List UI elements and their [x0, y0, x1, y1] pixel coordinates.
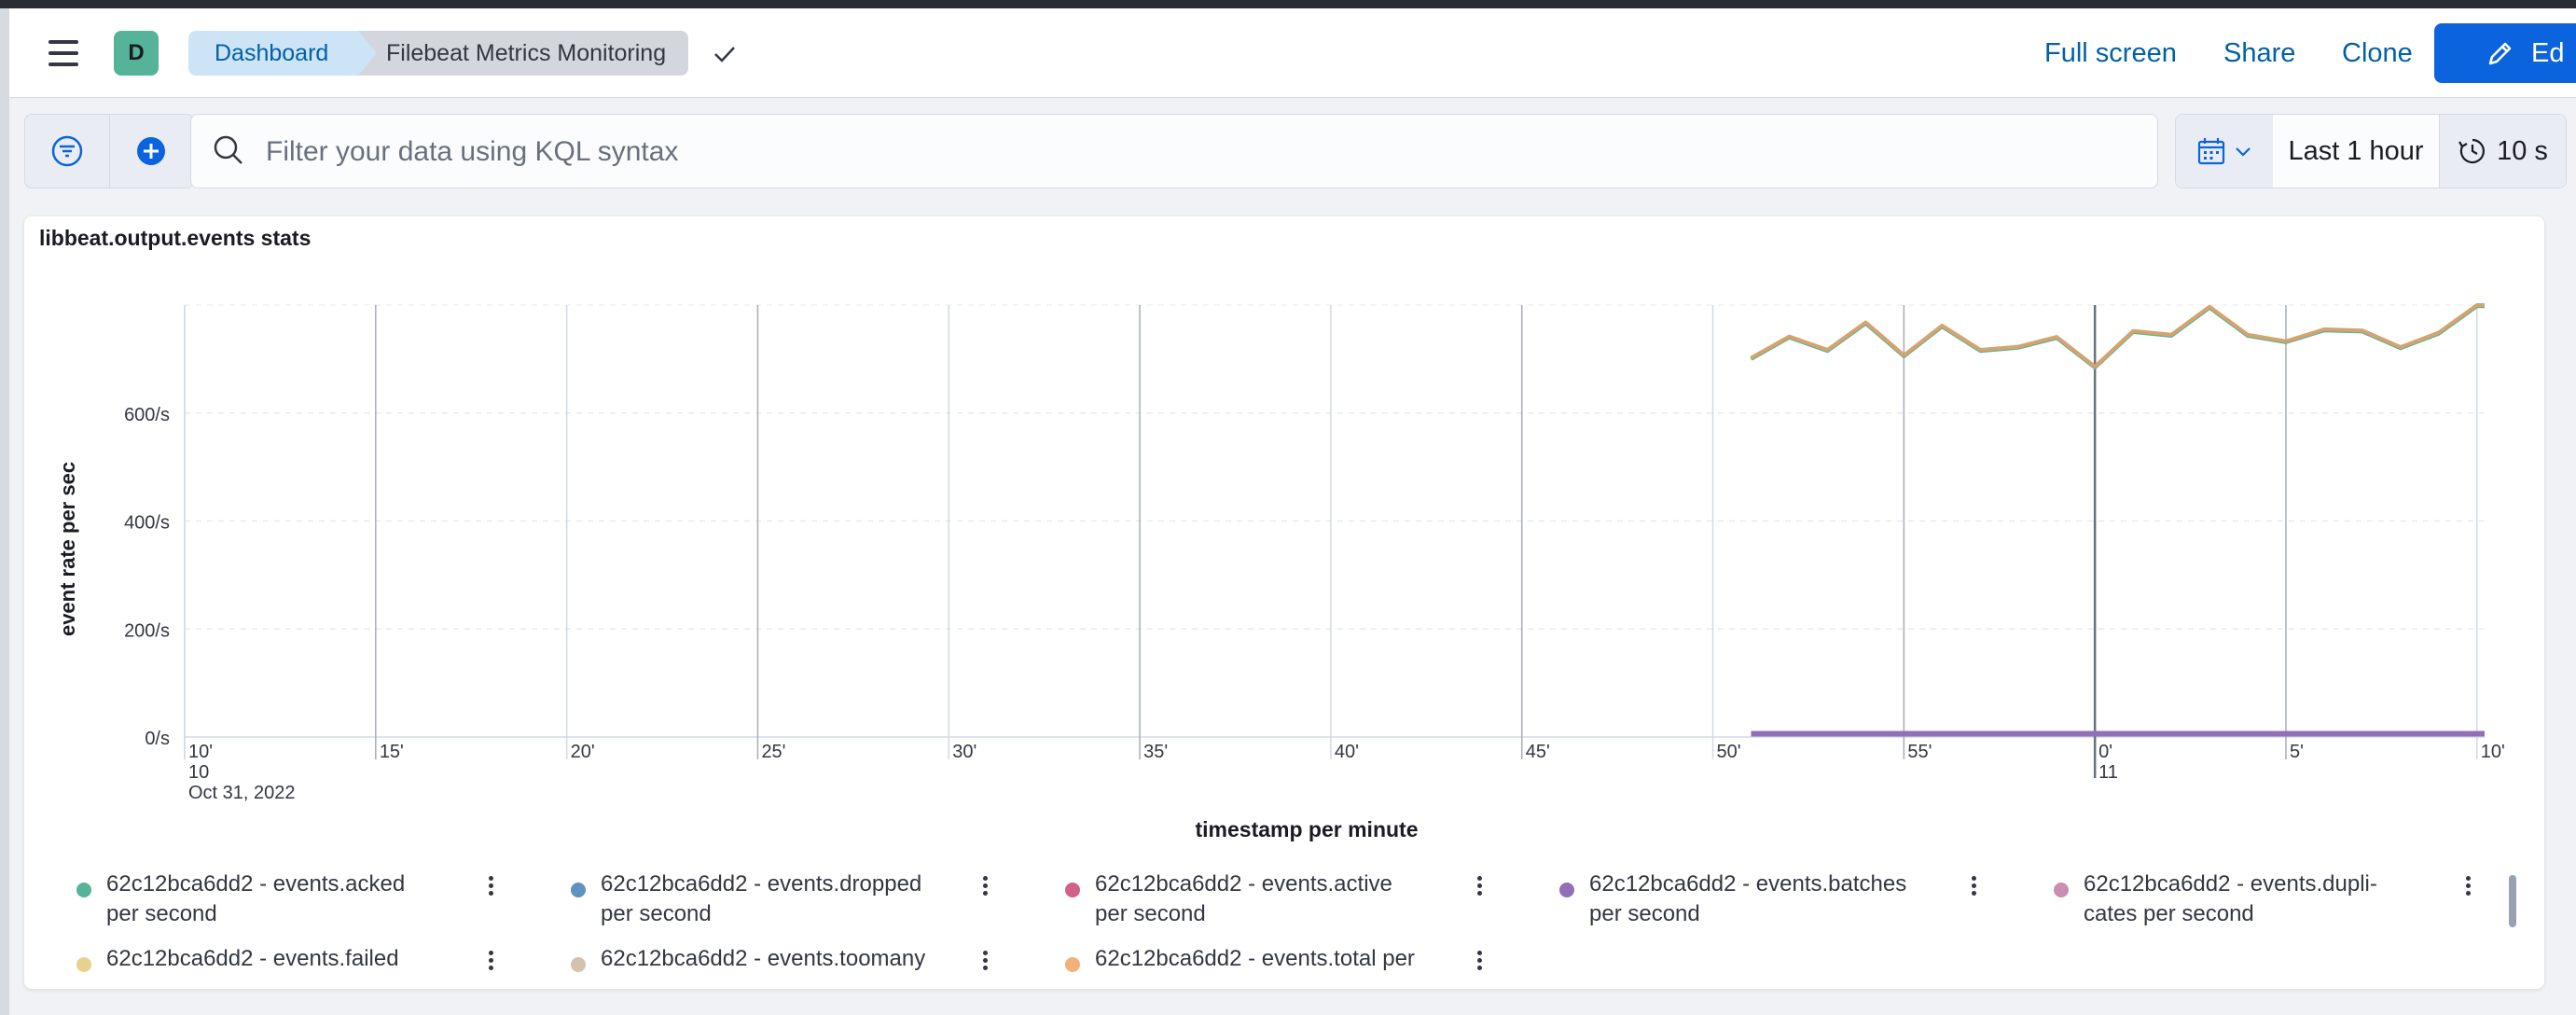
- time-range-button[interactable]: Last 1 hour: [2273, 115, 2439, 188]
- legend-label: 62c12bca6dd2 - events.total per: [1095, 946, 1415, 971]
- chevron-down-icon: [2236, 147, 2251, 157]
- quick-menu-button[interactable]: [2176, 115, 2273, 188]
- legend-color-dot: [2054, 883, 2069, 897]
- legend-item[interactable]: 62c12bca6dd2 - events.dupli-cates per se…: [2054, 869, 2492, 935]
- legend-label: 62c12bca6dd2 - events.acked per second: [106, 871, 406, 926]
- y-tick-label: 400/s: [124, 513, 170, 534]
- x-tick-label: 10': [2481, 742, 2505, 762]
- calendar-icon: [2197, 138, 2225, 165]
- x-tick-label: 50': [1717, 742, 1741, 762]
- legend-actions-icon[interactable]: [489, 873, 498, 901]
- full-screen-button[interactable]: Full screen: [2044, 37, 2177, 68]
- legend-item[interactable]: 62c12bca6dd2 - events.total per: [1065, 944, 1503, 989]
- legend-scrollbar[interactable]: [2509, 875, 2516, 927]
- line-chart: 0/s 200/s 400/s 600/s 10' 15' 20' 25' 30' 35' 40' 4…: [56, 303, 2505, 841]
- hamburger-menu-icon[interactable]: [45, 35, 82, 72]
- x-tick-label: 45': [1526, 742, 1550, 762]
- x-tick-label: 0': [2098, 742, 2112, 762]
- legend-color-dot: [76, 883, 91, 897]
- plus-circle-icon: [137, 137, 166, 165]
- legend-item[interactable]: 62c12bca6dd2 - events.batches per second: [1559, 869, 1998, 935]
- edit-button[interactable]: Ed: [2434, 23, 2576, 83]
- legend-item[interactable]: 62c12bca6dd2 - events.toomany: [571, 944, 1009, 989]
- filter-actions-group: [24, 114, 194, 188]
- legend-item[interactable]: 62c12bca6dd2 - events.acked per second: [76, 869, 515, 935]
- legend-actions-icon[interactable]: [983, 948, 992, 976]
- legend-actions-icon[interactable]: [983, 873, 992, 901]
- series-line: [1750, 303, 2485, 368]
- legend-color-dot: [1065, 957, 1080, 972]
- edit-button-label: Ed: [2531, 37, 2565, 68]
- legend-item[interactable]: 62c12bca6dd2 - events.dropped per second: [571, 869, 1009, 935]
- breadcrumb-current: Filebeat Metrics Monitoring: [358, 31, 689, 76]
- refresh-interval-button[interactable]: 10 s: [2439, 115, 2566, 188]
- refresh-clock-icon: [2458, 138, 2486, 164]
- time-picker: Last 1 hour 10 s: [2175, 114, 2567, 188]
- legend-actions-icon[interactable]: [1477, 873, 1487, 901]
- left-edge: [0, 8, 9, 1015]
- legend-item[interactable]: 62c12bca6dd2 - events.active per second: [1065, 869, 1503, 935]
- y-axis-title: event rate per sec: [56, 462, 79, 636]
- y-tick-label: 200/s: [124, 620, 170, 641]
- breadcrumb-dashboard[interactable]: Dashboard: [188, 31, 399, 76]
- x-tick-label: 10': [188, 742, 213, 762]
- space-avatar[interactable]: D: [114, 31, 159, 76]
- search-icon: [214, 135, 242, 164]
- y-tick-label: 600/s: [124, 405, 170, 425]
- legend-color-dot: [1065, 883, 1080, 897]
- y-tick-label: 0/s: [145, 729, 170, 749]
- x-tick-label: 25': [761, 742, 785, 762]
- pencil-icon: [2488, 42, 2512, 65]
- legend-actions-icon[interactable]: [489, 948, 498, 976]
- refresh-interval-label: 10 s: [2497, 135, 2548, 166]
- kql-search-input[interactable]: [264, 126, 2124, 178]
- kql-search-box: [190, 114, 2158, 188]
- clone-button[interactable]: Clone: [2342, 37, 2413, 68]
- x-tick-label: 55': [1907, 742, 1932, 762]
- share-button[interactable]: Share: [2223, 37, 2296, 68]
- legend-label: 62c12bca6dd2 - events.batches per second: [1589, 871, 1907, 926]
- x-tick-label: 15': [380, 742, 404, 762]
- x-sub-label: Oct 31, 2022: [188, 783, 296, 803]
- legend-color-dot: [76, 957, 91, 972]
- x-tick-label: 35': [1143, 742, 1168, 762]
- filter-icon: [51, 135, 82, 167]
- legend-label: 62c12bca6dd2 - events.failed: [106, 946, 399, 971]
- legend-color-dot: [571, 883, 586, 897]
- panel-title: libbeat.output.events stats: [39, 226, 312, 250]
- legend-actions-icon[interactable]: [1477, 948, 1487, 976]
- legend-actions-icon[interactable]: [1972, 873, 1981, 901]
- legend-actions-icon[interactable]: [2466, 873, 2475, 901]
- add-filter-button[interactable]: [108, 115, 194, 188]
- legend-label: 62c12bca6dd2 - events.active per second: [1095, 871, 1392, 926]
- legend-color-dot: [571, 957, 586, 972]
- legend-label: 62c12bca6dd2 - events.dupli-cates per se…: [2084, 871, 2377, 926]
- x-tick-label: 20': [571, 742, 595, 762]
- x-tick-label: 40': [1335, 742, 1359, 762]
- legend-label: 62c12bca6dd2 - events.dropped per second: [601, 871, 922, 926]
- legend-label: 62c12bca6dd2 - events.toomany: [601, 946, 926, 971]
- app-header: D Dashboard Filebeat Metrics Monitoring …: [9, 8, 2576, 98]
- x-tick-label: 30': [952, 742, 976, 762]
- check-icon: [714, 47, 735, 63]
- filter-menu-button[interactable]: [25, 115, 109, 188]
- legend-color-dot: [1559, 883, 1574, 897]
- chart-legend: 62c12bca6dd2 - events.acked per second 62c…: [24, 869, 2544, 989]
- x-sub-label: 11: [2098, 762, 2118, 783]
- x-tick-label: 5': [2290, 742, 2304, 762]
- visualization-panel: libbeat.output.events stats 0/s 200/s 400/…: [24, 216, 2544, 989]
- window-top-strip: [0, 0, 2576, 8]
- x-sub-label: 10: [188, 762, 209, 783]
- legend-item[interactable]: 62c12bca6dd2 - events.failed: [76, 944, 515, 989]
- x-axis-title: timestamp per minute: [1196, 817, 1419, 841]
